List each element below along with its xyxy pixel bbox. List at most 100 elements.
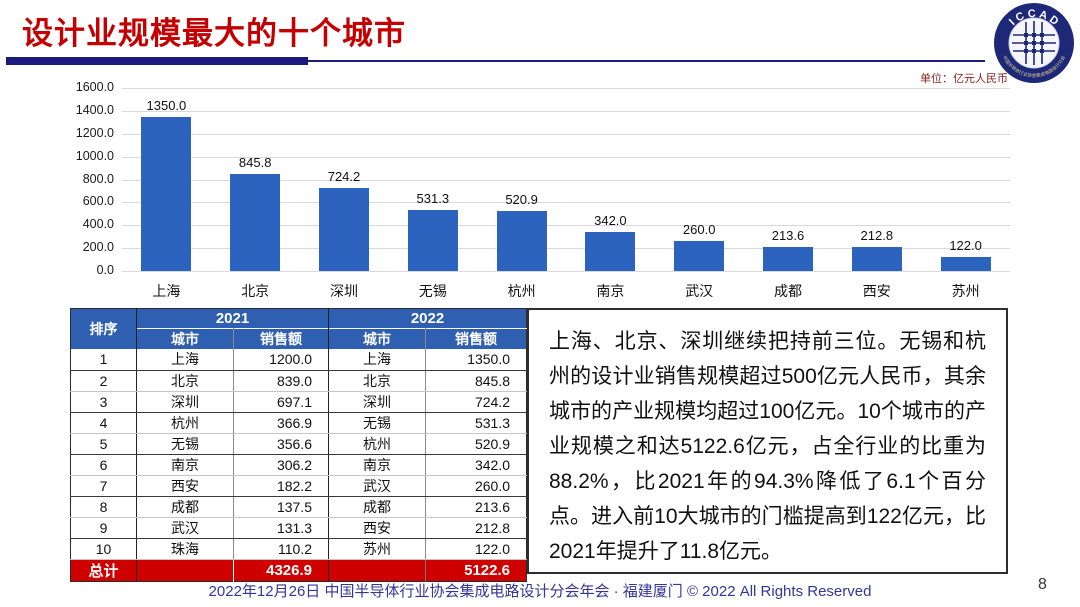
table-row: 3 深圳 697.1 深圳 724.2 [70, 391, 527, 413]
gridline [122, 110, 1010, 112]
bar-value-label: 531.3 [416, 191, 450, 207]
bar-category-label: 上海 [152, 283, 181, 299]
table-cell: 137.5 [233, 496, 329, 518]
bar-category-label: 无锡 [418, 283, 447, 299]
bar-value-label: 1350.0 [146, 97, 187, 113]
table-cell: 南京 [136, 454, 234, 476]
bar [940, 257, 991, 271]
table-cell: 5122.6 [425, 558, 527, 581]
table-cell: 6 [70, 454, 137, 476]
bar-value-label: 342.0 [594, 212, 627, 228]
city-header: 城市 [136, 328, 234, 349]
table-cell: 4 [70, 412, 137, 434]
table-cell: 531.3 [425, 412, 527, 434]
bar-category-label: 北京 [241, 283, 270, 299]
title-underline-thin [308, 60, 985, 62]
bar-value-label: 122.0 [949, 238, 982, 254]
table-cell: 4326.9 [233, 558, 329, 581]
bar-value-label: 212.8 [860, 227, 894, 243]
table-cell: 213.6 [425, 496, 527, 518]
table-cell: 深圳 [328, 391, 426, 413]
y-axis-tick-label: 400.0 [82, 217, 114, 232]
table-row: 8 成都 137.5 成都 213.6 [70, 496, 527, 518]
table-cell: 212.8 [425, 517, 527, 539]
bar [851, 246, 902, 271]
analysis-text: 上海、北京、深圳继续把持前三位。无锡和杭州的设计业销售规模超过500亿元人民币，… [549, 330, 986, 563]
bar [763, 246, 813, 271]
table-cell: 122.0 [425, 538, 527, 560]
bar-value-label: 724.2 [327, 169, 361, 185]
bar-category-label: 成都 [774, 283, 802, 299]
table-cell [136, 558, 234, 581]
iccad-logo-svg: I C C A D 中国半导体行业协会集成电路设计分会 [994, 3, 1074, 83]
table-cell: 成都 [328, 496, 426, 518]
bar [407, 210, 458, 271]
table-cell: 1200.0 [233, 349, 329, 371]
table-cell: 2 [70, 370, 137, 392]
city-header: 城市 [328, 328, 426, 349]
rank-header: 排序 [70, 308, 137, 349]
bar [674, 241, 725, 271]
table-cell: 110.2 [233, 538, 329, 560]
table-cell: 724.2 [425, 391, 527, 413]
table-row: 7 西安 182.2 武汉 260.0 [70, 475, 527, 497]
table-cell: 520.9 [425, 433, 527, 455]
bar-category-label: 西安 [862, 283, 891, 299]
bar [319, 188, 369, 271]
gridline [122, 133, 1010, 135]
y-axis-tick-label: 1600.0 [75, 80, 114, 94]
gridline [122, 202, 1010, 204]
bar [496, 211, 547, 271]
table-cell: 845.8 [425, 370, 527, 392]
table-row: 1 上海 1200.0 上海 1350.0 [70, 349, 527, 371]
table-cell: 366.9 [233, 412, 329, 434]
ranking-table-wrap: 排序 2021 2022 城市 销售额 城市 销售额 1 上海 1200.0 上海 1350.0 2 北京… [70, 308, 527, 582]
gridline [122, 156, 1010, 158]
gridline [122, 225, 1010, 227]
table-cell: 西安 [328, 517, 426, 539]
table-cell: 5 [70, 433, 137, 455]
y-axis-tick-label: 200.0 [82, 240, 114, 255]
table-cell: 苏州 [328, 538, 426, 560]
bar-value-label: 845.8 [238, 155, 272, 171]
svg-text:I C C A D: I C C A D [1007, 8, 1060, 28]
table-cell: 1350.0 [425, 349, 527, 371]
sales-header: 销售额 [233, 328, 329, 349]
bar-category-label: 南京 [596, 283, 625, 299]
table-cell: 北京 [328, 370, 426, 392]
y-axis-tick-label: 1400.0 [75, 102, 114, 117]
table-cell: 131.3 [233, 517, 329, 539]
table-cell: 无锡 [136, 433, 234, 455]
table-cell: 武汉 [136, 517, 234, 539]
table-cell: 9 [70, 517, 137, 539]
table-row: 5 无锡 356.6 杭州 520.9 [70, 433, 527, 455]
table-cell: 杭州 [136, 412, 234, 434]
table-row: 10 珠海 110.2 苏州 122.0 [70, 538, 527, 560]
logo-chip-nodes [1024, 33, 1044, 53]
table-cell: 697.1 [233, 391, 329, 413]
bar-value-label: 213.6 [771, 227, 805, 243]
y-axis-tick-label: 1000.0 [75, 148, 114, 163]
table-cell: 3 [70, 391, 137, 413]
iccad-logo-icon: I C C A D 中国半导体行业协会集成电路设计分会 [993, 2, 1075, 84]
bar-category-label: 深圳 [330, 283, 358, 299]
table-cell: 深圳 [136, 391, 234, 413]
table-row: 6 南京 306.2 南京 342.0 [70, 454, 527, 476]
bar-value-label: 260.0 [682, 222, 716, 238]
table-cell: 上海 [136, 349, 234, 371]
table-cell: 珠海 [136, 538, 234, 560]
bar [585, 231, 636, 271]
title-underline-thick [6, 57, 308, 65]
y-axis-tick-label: 600.0 [82, 194, 114, 209]
unit-label: 单位：亿元人民币 [920, 73, 1008, 85]
bar-category-label: 杭州 [507, 283, 536, 299]
table-cell: 无锡 [328, 412, 426, 434]
table-cell: 182.2 [233, 475, 329, 497]
logo-iccad-text: I C C A D [1007, 8, 1060, 28]
y-axis-tick-label: 1200.0 [75, 125, 114, 140]
year-header-2021: 2021 [136, 308, 329, 329]
sales-header: 销售额 [425, 328, 527, 349]
bar [230, 174, 281, 271]
table-cell [328, 558, 426, 581]
